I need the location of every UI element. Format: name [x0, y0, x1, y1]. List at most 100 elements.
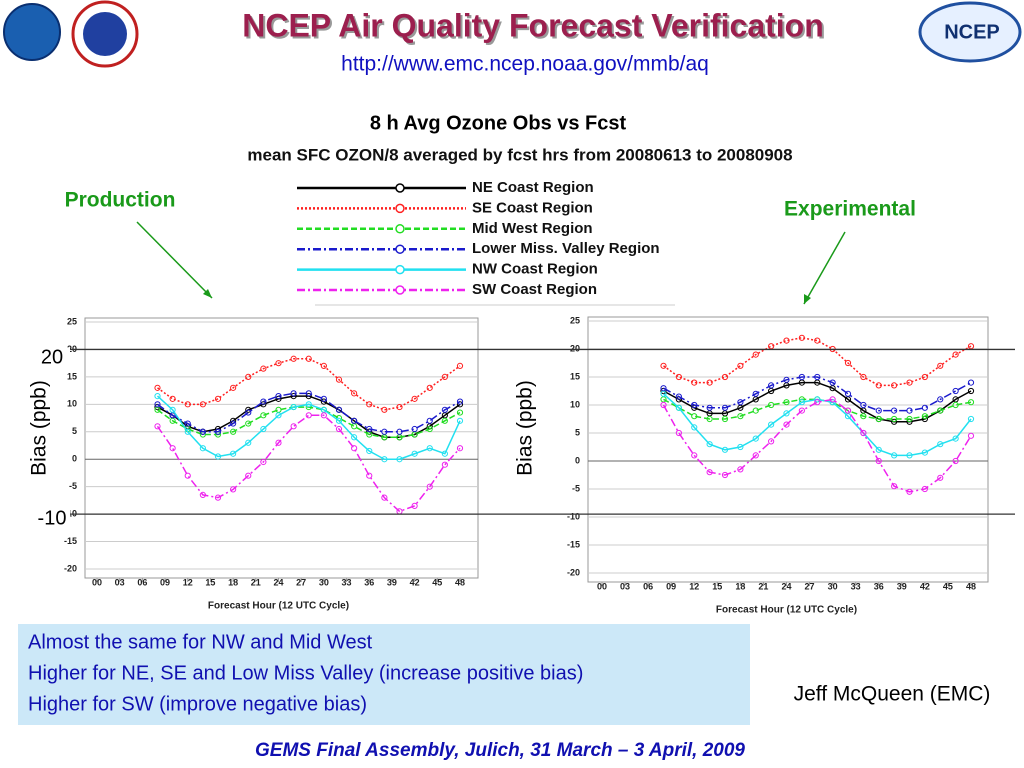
point	[199, 445, 206, 452]
point	[967, 379, 975, 386]
point	[752, 351, 759, 358]
legend-label: Lower Miss. Valley Region	[472, 240, 660, 257]
point	[214, 428, 222, 435]
series-line	[663, 381, 972, 423]
point	[381, 494, 388, 501]
point	[921, 449, 928, 456]
x-tick-label: 06	[643, 581, 653, 591]
point	[952, 457, 959, 465]
note: Higher for NE, SE and Low Miss Valley (i…	[28, 662, 583, 684]
point	[752, 407, 759, 414]
x-tick-label: 24	[273, 577, 283, 587]
point	[967, 415, 975, 423]
point	[351, 434, 358, 441]
point	[860, 373, 867, 381]
series-line	[156, 414, 461, 513]
point	[706, 441, 713, 448]
x-tick-label: 24	[781, 581, 791, 591]
y-tick-label: 15	[570, 371, 580, 381]
point	[875, 457, 882, 465]
point	[154, 384, 161, 391]
point	[396, 403, 403, 411]
point	[230, 384, 237, 391]
point	[305, 412, 312, 419]
arrow-head	[804, 294, 811, 304]
x-tick-label: 33	[851, 581, 861, 591]
point	[660, 362, 667, 369]
point	[952, 435, 959, 442]
point	[214, 494, 222, 501]
point	[691, 424, 698, 431]
point	[456, 445, 464, 452]
point	[335, 417, 343, 424]
point	[798, 399, 805, 406]
point	[691, 452, 698, 459]
point	[305, 401, 312, 408]
x-tick-label: 27	[296, 577, 306, 587]
plots: -20 -15 -10 -5 0 5 10 15 20 25 00 03 06 09 12 15 18 21 24 2…	[28, 179, 1015, 616]
point	[706, 404, 713, 411]
point	[411, 450, 418, 457]
y-tick-label: 0	[575, 455, 580, 465]
x-tick-label: 27	[805, 581, 815, 591]
x-tick-label: 30	[828, 581, 838, 591]
point	[660, 401, 667, 409]
point	[737, 413, 744, 420]
x-tick-label: 39	[897, 581, 907, 591]
point	[184, 401, 191, 408]
point	[290, 390, 297, 397]
point	[366, 425, 373, 433]
logos: NCEP	[3, 0, 1022, 68]
y-tick-label: -5	[572, 483, 580, 493]
series-line	[663, 398, 972, 420]
point	[396, 428, 403, 435]
point	[844, 407, 852, 414]
experimental-label: Experimental	[784, 198, 916, 221]
point	[335, 376, 343, 383]
point	[706, 379, 713, 386]
point	[783, 421, 790, 428]
x-tick-label: 12	[689, 581, 699, 591]
point	[952, 387, 959, 395]
x-tick-label: 15	[712, 581, 722, 591]
point	[245, 373, 252, 380]
point	[245, 420, 252, 427]
point	[214, 453, 222, 460]
point	[844, 359, 852, 367]
point	[967, 432, 975, 439]
point	[768, 421, 775, 428]
figure-title: 8 h Avg Ozone Obs vs Fcst	[370, 112, 627, 134]
notes-box	[18, 624, 750, 725]
series-line	[156, 395, 461, 460]
point	[937, 441, 944, 448]
point	[706, 415, 713, 423]
point	[366, 472, 373, 479]
point	[335, 425, 343, 433]
point	[154, 393, 161, 400]
point	[275, 360, 282, 367]
title-shadow: NCEP Air Quality Forecast Verification	[244, 9, 826, 45]
footer: GEMS Final Assembly, Julich, 31 March – …	[255, 740, 745, 761]
legend-label: Mid West Region	[472, 220, 593, 237]
point	[798, 373, 805, 381]
point	[320, 398, 327, 405]
point	[891, 452, 898, 459]
point	[381, 406, 388, 413]
point	[184, 472, 191, 479]
point	[275, 439, 282, 446]
point	[456, 398, 464, 405]
point	[351, 417, 358, 424]
y-tick-label: -20	[64, 563, 77, 573]
point	[891, 382, 898, 389]
point	[860, 429, 867, 437]
point	[441, 450, 448, 457]
point	[891, 483, 898, 490]
point	[154, 423, 161, 430]
point	[154, 401, 161, 408]
x-tick-label: 09	[160, 577, 170, 587]
point	[906, 452, 913, 459]
point	[783, 399, 790, 406]
point	[184, 428, 191, 435]
y-tick-label: -15	[567, 539, 580, 549]
